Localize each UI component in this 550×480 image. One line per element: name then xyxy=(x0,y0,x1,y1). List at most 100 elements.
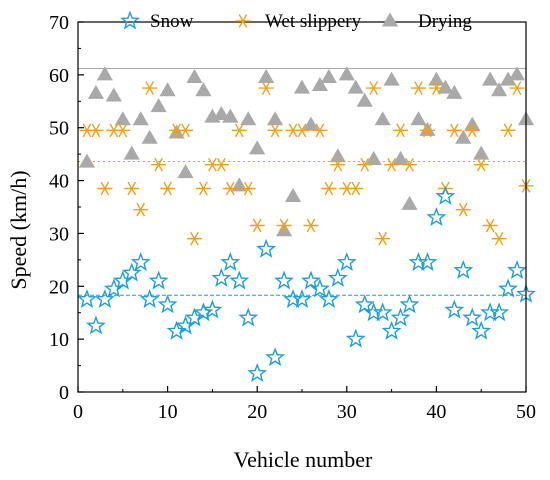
data-point xyxy=(213,106,230,121)
data-point xyxy=(231,123,247,138)
data-point xyxy=(141,129,158,144)
data-point xyxy=(498,278,519,298)
data-point xyxy=(114,111,131,126)
data-point xyxy=(238,307,259,327)
data-point xyxy=(229,270,250,290)
data-point xyxy=(354,294,375,314)
data-point xyxy=(321,181,337,196)
data-point xyxy=(186,231,202,246)
data-point xyxy=(195,82,212,97)
data-point xyxy=(130,252,151,271)
x-tick-label: 0 xyxy=(73,401,83,423)
data-point xyxy=(256,238,277,258)
data-point xyxy=(311,76,328,91)
data-point xyxy=(471,320,492,340)
legend-item-1: Wet slippery xyxy=(235,11,362,32)
data-point xyxy=(375,231,391,246)
data-point xyxy=(393,123,409,138)
data-point xyxy=(381,320,402,340)
legend-marker xyxy=(120,10,140,30)
data-point xyxy=(249,218,265,233)
data-point xyxy=(94,289,115,308)
data-point xyxy=(150,98,167,113)
legend-label: Snow xyxy=(150,11,194,32)
data-point xyxy=(318,289,339,308)
data-point xyxy=(303,218,319,233)
data-point xyxy=(312,123,328,138)
data-point xyxy=(186,69,203,84)
y-tick-label: 20 xyxy=(49,276,69,298)
data-point xyxy=(87,84,104,99)
y-tick-label: 40 xyxy=(49,171,69,193)
data-point xyxy=(184,307,205,327)
data-point xyxy=(428,71,445,86)
data-point xyxy=(292,289,312,308)
data-point xyxy=(148,270,169,290)
data-point xyxy=(276,218,292,233)
data-point xyxy=(500,71,517,86)
data-point xyxy=(121,262,142,282)
data-point xyxy=(464,116,481,131)
data-point xyxy=(240,181,256,196)
data-point xyxy=(115,123,131,138)
data-point xyxy=(473,145,490,160)
data-point xyxy=(426,207,447,227)
data-point xyxy=(211,267,232,287)
data-point xyxy=(320,69,337,84)
data-point xyxy=(453,259,474,279)
data-point xyxy=(327,267,348,287)
data-point xyxy=(157,294,178,314)
data-point xyxy=(384,157,400,172)
data-point xyxy=(97,181,113,196)
data-point xyxy=(356,92,373,107)
data-point xyxy=(357,157,373,172)
data-point xyxy=(159,82,176,97)
data-point xyxy=(78,153,96,168)
y-tick-label: 60 xyxy=(49,65,69,87)
data-point xyxy=(365,150,382,165)
data-point xyxy=(265,347,286,367)
data-point xyxy=(417,252,438,271)
data-point xyxy=(151,157,167,172)
data-point xyxy=(132,111,149,126)
series-2 xyxy=(78,66,535,237)
data-point xyxy=(401,195,418,210)
legend: Snow Wet slippery Drying xyxy=(120,10,472,32)
data-point xyxy=(309,278,330,298)
y-tick-label: 50 xyxy=(49,118,69,140)
data-point xyxy=(437,79,454,94)
data-point xyxy=(267,111,284,126)
data-point xyxy=(372,302,393,322)
data-point xyxy=(509,81,525,95)
data-point xyxy=(258,81,274,95)
data-point xyxy=(124,181,140,196)
legend-item-2: Drying xyxy=(381,11,472,32)
data-point xyxy=(383,71,400,86)
data-point xyxy=(508,66,526,81)
x-tick-label: 50 xyxy=(516,401,536,423)
data-point xyxy=(500,123,516,138)
data-point xyxy=(294,123,310,138)
x-tick-label: 20 xyxy=(247,401,267,423)
data-point xyxy=(178,123,194,138)
data-point xyxy=(419,123,435,138)
data-point xyxy=(374,111,391,126)
y-tick-label: 10 xyxy=(49,329,69,351)
data-point xyxy=(482,218,498,233)
data-point xyxy=(464,123,480,138)
series-0 xyxy=(76,185,536,382)
data-point xyxy=(85,315,106,335)
series-1 xyxy=(79,81,534,246)
data-point xyxy=(491,82,508,97)
data-point xyxy=(293,79,311,94)
data-point xyxy=(446,123,462,138)
data-point xyxy=(142,81,158,95)
data-point xyxy=(336,252,357,271)
data-point xyxy=(231,177,248,192)
y-axis-title: Speed (km/h) xyxy=(6,170,31,289)
data-point xyxy=(105,87,122,102)
data-point xyxy=(330,157,346,172)
data-point xyxy=(408,252,429,271)
series-layer xyxy=(76,66,536,382)
data-point xyxy=(444,299,465,319)
